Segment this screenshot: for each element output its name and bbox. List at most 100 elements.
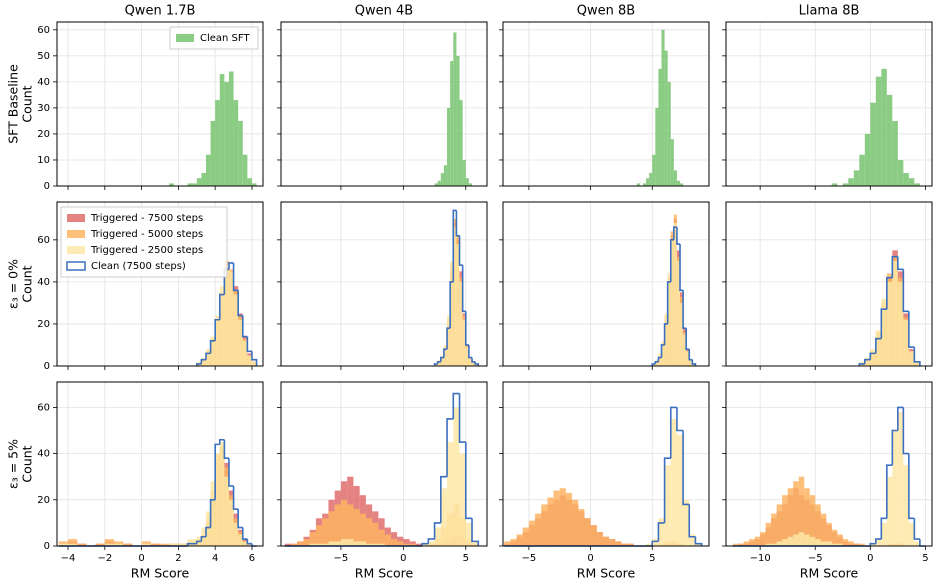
hist-step xyxy=(452,392,460,419)
hist-bar xyxy=(695,543,702,546)
hist-bar xyxy=(104,543,115,546)
hist-step xyxy=(228,458,234,487)
hist-bar xyxy=(870,543,876,546)
hist-bar xyxy=(169,543,179,546)
hist-bar xyxy=(776,504,783,546)
hist-bar xyxy=(297,541,304,546)
hist-bar xyxy=(422,543,429,546)
hist-bar xyxy=(670,418,677,546)
hist-bar xyxy=(680,183,684,186)
y-tick-label: 0 xyxy=(44,541,50,552)
hist-bar xyxy=(837,543,843,546)
hist-bar xyxy=(853,170,860,186)
hist-bar xyxy=(831,529,838,546)
hist-bar xyxy=(522,527,529,546)
hist-bar xyxy=(664,50,668,187)
hist-bar xyxy=(160,543,170,546)
hist-bar xyxy=(390,539,398,546)
y-tick-label: 60 xyxy=(37,235,50,246)
hist-bar xyxy=(590,525,597,546)
hist-bar xyxy=(409,543,416,546)
hist-step xyxy=(237,509,243,529)
hist-bar xyxy=(233,522,239,546)
y-tick-label: 60 xyxy=(37,402,50,413)
hist-bar xyxy=(559,488,566,546)
hist-bar xyxy=(440,355,444,366)
hist-bar xyxy=(897,281,904,366)
hist-step xyxy=(468,344,473,359)
y-tick-label: 40 xyxy=(37,277,50,288)
hist-bar xyxy=(903,172,909,186)
x-tick-label: −5 xyxy=(808,553,823,564)
hist-bar xyxy=(743,541,750,546)
hist-bar xyxy=(372,543,379,546)
hist-step xyxy=(875,337,882,354)
x-tick-label: 5 xyxy=(463,553,469,564)
hist-bar xyxy=(465,522,473,546)
hist-bar xyxy=(870,349,876,366)
hist-bar xyxy=(646,543,653,546)
hist-bar xyxy=(468,357,473,366)
hist-step xyxy=(897,406,904,431)
hist-bar xyxy=(584,518,591,546)
hist-step xyxy=(908,311,915,348)
hist-step xyxy=(682,290,687,329)
hist-bar xyxy=(837,534,843,546)
hist-step xyxy=(651,540,659,546)
legend-swatch xyxy=(67,214,85,222)
y-axis-label: Count xyxy=(20,265,35,302)
hist-step xyxy=(251,351,258,366)
hist-bar xyxy=(908,178,915,186)
legend-label: Clean (7500 steps) xyxy=(91,261,186,272)
hist-step xyxy=(232,485,239,510)
hist-bar xyxy=(798,476,805,546)
hist-step xyxy=(663,457,671,523)
hist-bar xyxy=(664,465,671,546)
hist-bar xyxy=(247,543,252,546)
hist-bar xyxy=(658,68,662,186)
hist-bar xyxy=(676,435,684,546)
hist-bar xyxy=(447,107,451,186)
hist-bar xyxy=(754,536,761,546)
hist-bar xyxy=(472,361,476,366)
hist-bar xyxy=(652,154,656,186)
hist-bar xyxy=(104,539,115,546)
hist-bar xyxy=(831,183,838,186)
hist-bar xyxy=(472,541,479,546)
hist-bar xyxy=(68,539,78,546)
hist-bar xyxy=(205,511,211,546)
hist-bar xyxy=(842,539,849,546)
hist-step xyxy=(651,363,656,366)
hist-bar xyxy=(437,180,441,186)
hist-step xyxy=(891,255,898,278)
panel: −10 −5 0 5 RM Score xyxy=(722,381,933,581)
legend-box xyxy=(169,26,259,50)
hist-step xyxy=(200,358,206,364)
hist-bar xyxy=(123,543,133,546)
hist-bar xyxy=(205,154,211,186)
hist-step xyxy=(886,464,893,519)
hist-step xyxy=(246,539,252,545)
hist-bar xyxy=(782,495,788,546)
hist-bar xyxy=(447,442,454,546)
panel-frame xyxy=(725,381,933,547)
hist-bar xyxy=(210,120,216,186)
legend-swatch xyxy=(67,230,85,238)
hist-step xyxy=(446,327,451,350)
x-tick-label: −2 xyxy=(97,553,112,564)
hist-step xyxy=(223,439,229,460)
hist-bar xyxy=(434,363,438,366)
hist-step xyxy=(186,542,197,546)
panel-title: Qwen 8B xyxy=(577,4,635,19)
hist-bar xyxy=(437,359,441,366)
hist-bar xyxy=(815,539,821,546)
y-tick-label: 20 xyxy=(37,319,50,330)
hist-step xyxy=(471,357,476,363)
hist-bar xyxy=(242,541,248,546)
hist-step xyxy=(440,475,448,523)
panel-frame xyxy=(280,381,488,547)
hist-bar xyxy=(881,298,887,366)
hist-bar xyxy=(689,359,693,366)
hist-step xyxy=(205,352,211,360)
